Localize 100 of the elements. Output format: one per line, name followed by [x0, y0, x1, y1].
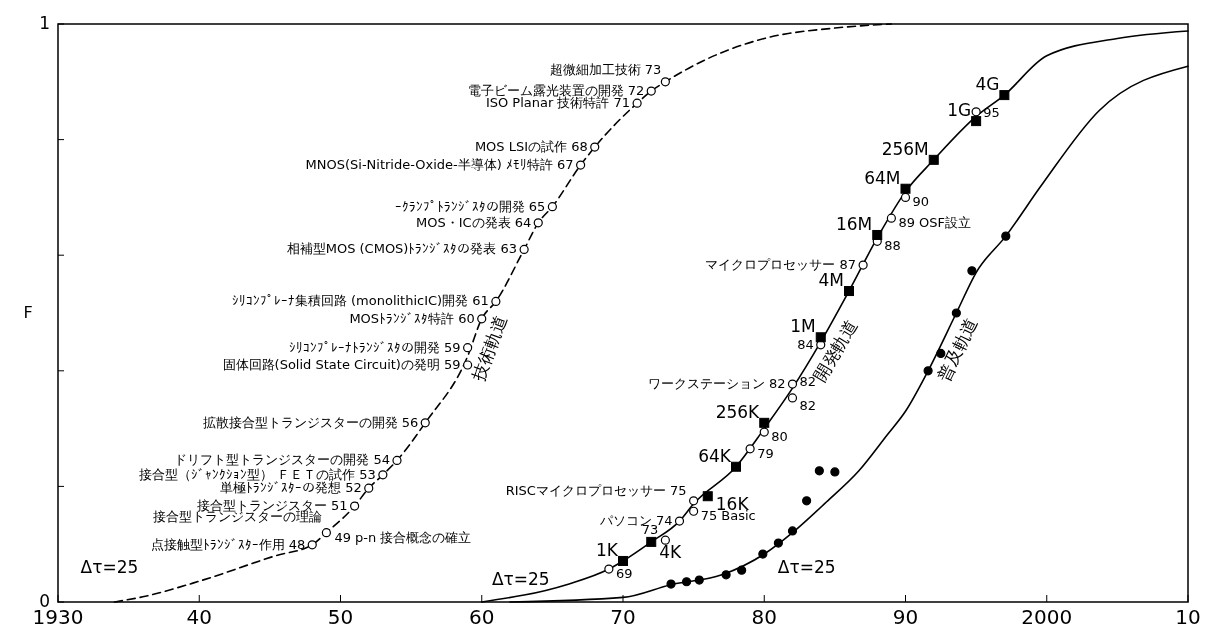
point [787, 379, 798, 389]
point [477, 314, 487, 324]
y-axis-title: F [23, 302, 33, 322]
point [872, 229, 883, 240]
annotation: 相補型MOS (CMOS)ﾄﾗﾝｼﾞｽﾀの発表 63 [286, 241, 518, 257]
annotation: 4G [975, 74, 1000, 95]
annotation: 82 [799, 397, 817, 413]
x-tick-label: 2000 [1021, 605, 1073, 629]
point [900, 192, 911, 202]
annotation: ｼﾘｺﾝﾌﾟﾚｰﾅﾄﾗﾝｼﾞｽﾀの開発 59 [288, 339, 461, 355]
point [689, 496, 699, 506]
x-tick-label: 10 [1175, 605, 1201, 629]
annotation: 49 p-n 接合概念の確立 [334, 529, 472, 545]
x-tick-label: 50 [327, 605, 354, 629]
point [731, 461, 741, 472]
point [702, 491, 713, 502]
point [364, 483, 374, 493]
point [721, 570, 731, 580]
point [420, 418, 430, 428]
annotation: 64K [698, 445, 732, 466]
x-tick-label: 70 [610, 605, 636, 629]
point [491, 296, 501, 307]
point [858, 260, 868, 270]
point [533, 218, 543, 228]
point [830, 467, 840, 477]
point [900, 183, 911, 194]
annotation: 拡散接合型トランジスターの開発 56 [202, 414, 419, 430]
annotation: Δτ=25 [80, 557, 139, 578]
annotation: 80 [771, 429, 788, 445]
text: 普及軌道 [933, 314, 982, 385]
point [674, 516, 685, 526]
point [618, 555, 628, 566]
annotation: MNOS(Si-Nitride-Oxide-半導体) ﾒﾓﾘ特許 67 [305, 157, 574, 173]
point [666, 579, 676, 589]
annotation: MOSﾄﾗﾝｼﾞｽﾀ特許 60 [349, 310, 475, 326]
point [886, 213, 896, 223]
x-tick-label: 40 [186, 605, 212, 629]
point [463, 343, 473, 353]
annotation: 接合型（ｼﾞｬﾝｸｼｮﾝ型） ＦＥＴの試作 53 [139, 466, 376, 482]
point [519, 244, 529, 255]
annotation: ｼﾘｺﾝﾌﾟﾚｰﾅ集積回路 (monolithicIC)開発 61 [231, 293, 489, 309]
point [745, 444, 755, 454]
x-tick-label: 90 [892, 605, 919, 629]
point [737, 565, 747, 575]
annotation: 256M [881, 138, 929, 159]
annotation: 超微細加工技術 73 [549, 61, 662, 77]
point [971, 116, 982, 127]
point [604, 564, 614, 574]
point [694, 575, 704, 585]
point [814, 466, 824, 476]
annotation: マイクロプロセッサー 87 [705, 257, 857, 273]
annotation: 64M [864, 167, 901, 188]
x-tick-label: 60 [469, 605, 495, 629]
annotation: Δτ=25 [491, 568, 550, 589]
point [378, 470, 388, 480]
point [802, 496, 812, 506]
point [844, 286, 854, 297]
x-tick-label: 80 [751, 605, 777, 629]
annotation: 固体回路(Solid State Circuit)の発明 59 [222, 357, 461, 373]
point [787, 393, 798, 403]
annotation: 79 [757, 445, 774, 461]
point [759, 427, 769, 437]
point [1001, 231, 1011, 241]
annotation: 単極ﾄﾗﾝｼﾞｽﾀｰの発想 52 [220, 480, 362, 496]
annotation: 4M [818, 270, 844, 291]
annotation: 89 OSF設立 [898, 215, 972, 231]
point [681, 577, 692, 587]
annotation: 1G [947, 100, 972, 121]
y-tick-label: 1 [39, 13, 50, 33]
annotation: RISCマイクロプロセッサー 75 [505, 482, 687, 498]
point [576, 160, 586, 170]
point [646, 536, 657, 547]
point [815, 332, 826, 343]
point [787, 526, 798, 536]
annotation: ドリフト型トランジスターの開発 54 [174, 452, 390, 468]
point [660, 77, 670, 87]
y-tick-label: 0 [39, 591, 50, 611]
point [971, 107, 981, 117]
annotation: 点接触型ﾄﾗﾝｼﾞｽﾀｰ作用 48 [150, 536, 306, 552]
point [758, 549, 768, 559]
point [967, 266, 977, 276]
annotation: 69 [615, 566, 633, 582]
annotation: 95 [983, 104, 1000, 120]
annotation: 1K [596, 539, 619, 560]
annotation: 1M [790, 316, 816, 337]
point [646, 86, 656, 96]
point [392, 455, 402, 465]
annotation: MOS LSIの試作 68 [474, 139, 588, 155]
point [321, 528, 331, 538]
annotation: 4K [659, 541, 683, 562]
annotation: MOS・ICの発表 64 [415, 214, 532, 230]
annotation: Δτ=25 [777, 557, 836, 578]
point [923, 366, 933, 376]
annotation: 16M [835, 213, 873, 234]
point [759, 417, 770, 428]
point [350, 501, 360, 511]
point [307, 540, 317, 550]
annotation: 256K [715, 401, 761, 422]
point [951, 308, 961, 318]
point [773, 538, 783, 548]
